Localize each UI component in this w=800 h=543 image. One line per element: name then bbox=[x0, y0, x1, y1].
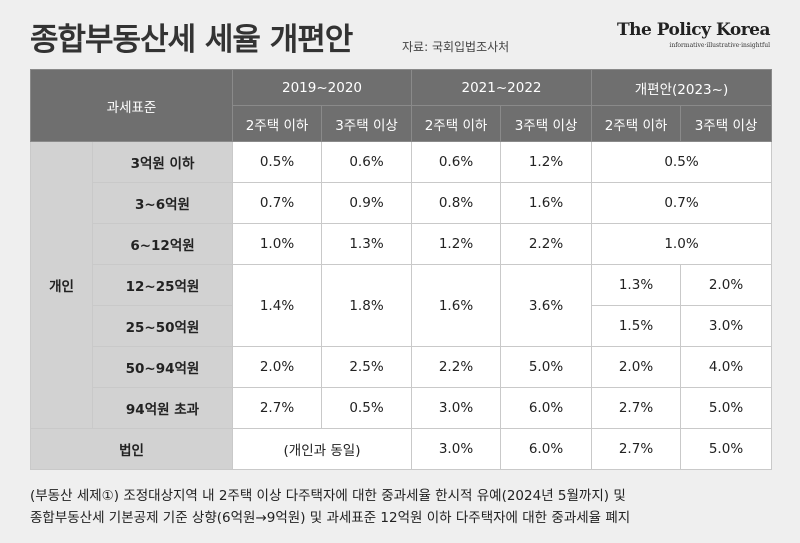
rate-cell: 2.2% bbox=[411, 346, 501, 388]
rate-cell: 5.0% bbox=[500, 346, 592, 388]
rate-cell: 2.2% bbox=[500, 223, 592, 265]
rate-cell: 5.0% bbox=[680, 428, 772, 470]
rate-cell: 1.5% bbox=[591, 305, 681, 347]
rate-cell: 2.7% bbox=[591, 387, 681, 429]
rate-cell: 1.2% bbox=[411, 223, 501, 265]
rate-cell: 2.0% bbox=[232, 346, 322, 388]
table-row: 6~12억원 1.0% 1.3% 1.2% 2.2% 1.0% bbox=[31, 223, 772, 265]
footnote-line: (부동산 세제①) 조정대상지역 내 2주택 이상 다주택자에 대한 중과세율 … bbox=[30, 488, 626, 504]
rate-cell: 0.7% bbox=[232, 182, 322, 224]
footnote: (부동산 세제①) 조정대상지역 내 2주택 이상 다주택자에 대한 중과세율 … bbox=[30, 485, 630, 529]
rate-cell: 2.7% bbox=[232, 387, 322, 429]
tax-rate-table: 과세표준 2019~2020 2021~2022 개편안(2023~) 2주택 … bbox=[30, 69, 772, 470]
rate-cell: 1.2% bbox=[500, 141, 592, 183]
rate-cell: 3.0% bbox=[680, 305, 772, 347]
rate-cell: 0.8% bbox=[411, 182, 501, 224]
subheader: 2주택 이하 bbox=[411, 105, 501, 142]
subheader: 3주택 이상 bbox=[680, 105, 772, 142]
footnote-line: 종합부동산세 기본공제 기준 상향(6억원→9억원) 및 과세표준 12억원 이… bbox=[30, 510, 631, 526]
rate-cell: 1.3% bbox=[591, 264, 681, 306]
period-header: 2019~2020 bbox=[232, 69, 412, 106]
table-row: 12~25억원 1.4% 1.8% 1.6% 3.6% 1.3% 2.0% bbox=[31, 264, 772, 347]
bracket-label: 3~6억원 bbox=[92, 182, 233, 224]
brand-name: The Policy Korea bbox=[616, 20, 771, 40]
subheader: 3주택 이상 bbox=[500, 105, 592, 142]
rate-cell: 3.6% bbox=[500, 264, 592, 347]
bracket-label: 50~94억원 bbox=[92, 346, 233, 388]
subheader: 2주택 이하 bbox=[591, 105, 681, 142]
rate-cell: 0.6% bbox=[411, 141, 501, 183]
rate-cell: 1.0% bbox=[591, 223, 772, 265]
rate-cell: 6.0% bbox=[500, 428, 592, 470]
group-label-corporate: 법인 bbox=[30, 428, 233, 470]
rate-cell: 0.5% bbox=[232, 141, 322, 183]
rate-cell: 5.0% bbox=[680, 387, 772, 429]
rate-cell: 1.8% bbox=[321, 264, 412, 347]
rate-cell: (개인과 동일) bbox=[232, 428, 412, 470]
rate-cell: 1.6% bbox=[411, 264, 501, 347]
rate-cell: 2.0% bbox=[680, 264, 772, 306]
brand-tagline: informative·illustrative·insightful bbox=[669, 42, 770, 49]
rate-cell: 0.5% bbox=[591, 141, 772, 183]
period-header: 개편안(2023~) bbox=[591, 69, 772, 106]
rate-cell: 3.0% bbox=[411, 387, 501, 429]
table-row: 3~6억원 0.7% 0.9% 0.8% 1.6% 0.7% bbox=[31, 182, 772, 224]
group-label-individual: 개인 bbox=[30, 141, 93, 429]
rate-cell: 2.0% bbox=[591, 346, 681, 388]
rate-cell: 2.7% bbox=[591, 428, 681, 470]
bracket-label: 94억원 초과 bbox=[92, 387, 233, 429]
rate-cell: 1.6% bbox=[500, 182, 592, 224]
rate-cell: 0.7% bbox=[591, 182, 772, 224]
bracket-label: 25~50억원 bbox=[92, 305, 233, 347]
bracket-label: 3억원 이하 bbox=[92, 141, 233, 183]
rate-cell: 3.0% bbox=[411, 428, 501, 470]
bracket-label: 6~12억원 bbox=[92, 223, 233, 265]
table-row: 50~94억원 2.0% 2.5% 2.2% 5.0% 2.0% 4.0% bbox=[31, 346, 772, 388]
rate-cell: 2.5% bbox=[321, 346, 412, 388]
page-title: 종합부동산세 세율 개편안 bbox=[30, 22, 353, 58]
rate-cell: 1.4% bbox=[232, 264, 322, 347]
table-row: 94억원 초과 2.7% 0.5% 3.0% 6.0% 2.7% 5.0% bbox=[31, 387, 772, 429]
rate-cell: 1.0% bbox=[232, 223, 322, 265]
table-row: 개인 3억원 이하 0.5% 0.6% 0.6% 1.2% 0.5% bbox=[30, 141, 772, 429]
rate-cell: 6.0% bbox=[500, 387, 592, 429]
rate-cell: 0.6% bbox=[321, 141, 412, 183]
table-row: 25~50억원 1.5% 3.0% bbox=[31, 305, 772, 347]
table-row: 법인 (개인과 동일) 3.0% 6.0% 2.7% 5.0% bbox=[30, 428, 772, 470]
period-header: 2021~2022 bbox=[411, 69, 592, 106]
corner-header: 과세표준 bbox=[30, 69, 233, 142]
rate-cell: 0.5% bbox=[321, 387, 412, 429]
subheader: 2주택 이하 bbox=[232, 105, 322, 142]
brand-logo: The Policy Korea informative·illustrativ… bbox=[616, 20, 771, 49]
bracket-label: 12~25억원 bbox=[92, 264, 233, 306]
subheader: 3주택 이상 bbox=[321, 105, 412, 142]
source-note: 자료: 국회입법조사처 bbox=[402, 40, 510, 54]
rate-cell: 0.9% bbox=[321, 182, 412, 224]
rate-cell: 4.0% bbox=[680, 346, 772, 388]
rate-cell: 1.3% bbox=[321, 223, 412, 265]
